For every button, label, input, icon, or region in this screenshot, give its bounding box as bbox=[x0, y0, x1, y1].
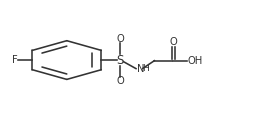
Text: O: O bbox=[116, 34, 124, 44]
Text: F: F bbox=[12, 55, 18, 65]
Text: H: H bbox=[142, 64, 149, 73]
Text: OH: OH bbox=[188, 56, 203, 66]
Text: O: O bbox=[169, 37, 177, 47]
Text: O: O bbox=[116, 76, 124, 86]
Text: N: N bbox=[137, 64, 145, 74]
Text: S: S bbox=[116, 54, 124, 66]
